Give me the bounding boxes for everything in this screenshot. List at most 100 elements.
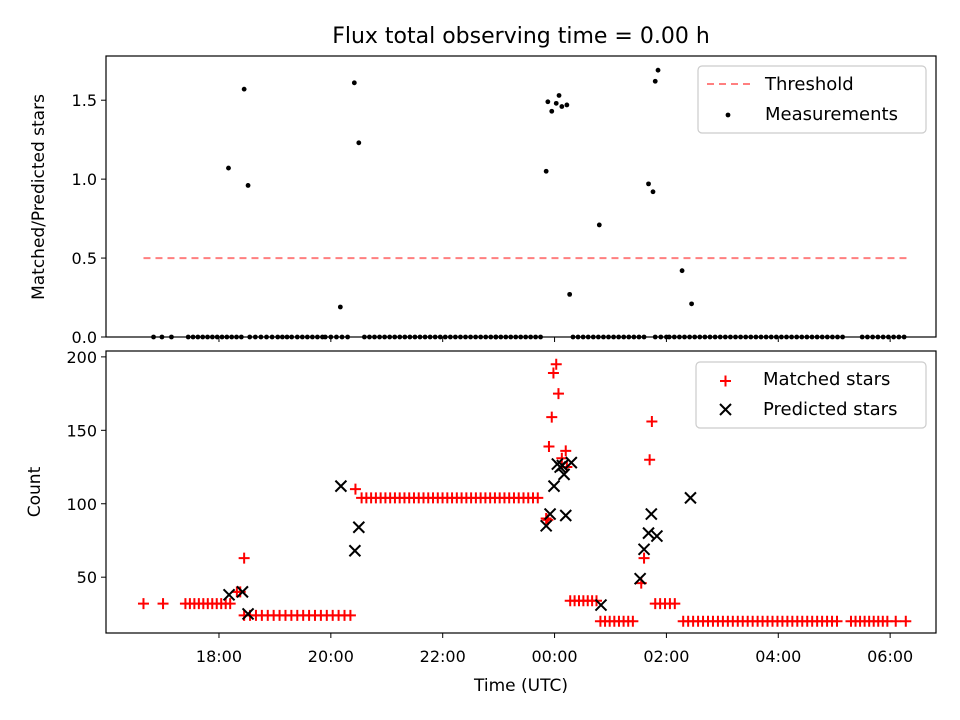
xtick-label: 20:00 (308, 647, 354, 666)
predicted-star-marker (352, 521, 366, 534)
matched-star-marker (552, 388, 564, 400)
predicted-star-marker (348, 544, 362, 557)
matched-star-marker (831, 615, 843, 627)
threshold-legend-label: Threshold (764, 74, 854, 95)
xtick-label: 00:00 (532, 647, 578, 666)
measurement-point (545, 99, 551, 105)
predicted-legend-label: Predicted stars (763, 399, 897, 420)
predicted-star-marker (642, 526, 655, 540)
top-ytick-label: 0.5 (72, 249, 97, 268)
measurement-point (543, 168, 549, 174)
matched-star-marker (349, 483, 361, 495)
x-axis-label: Time (UTC) (473, 676, 568, 696)
predicted-star-marker (645, 507, 658, 521)
matched-star-marker (546, 411, 558, 423)
measurement-point (652, 78, 658, 84)
matched-star-marker (560, 445, 572, 457)
top-ytick-label: 1.5 (72, 91, 97, 110)
bottom-ytick-label: 100 (66, 495, 97, 514)
predicted-star-marker (539, 519, 553, 532)
measurement-point (559, 104, 565, 109)
measurement-point (567, 291, 573, 297)
top-panel: 0.0 0.5 1.0 1.5 Matched/Predicted stars Thr… (29, 55, 937, 347)
bottom-ytick-label: 200 (66, 348, 97, 367)
measurement-point (553, 100, 559, 106)
measurement-point (596, 222, 602, 228)
top-y-axis-label: Matched/Predicted stars (29, 94, 49, 300)
matched-star-marker (344, 609, 356, 621)
measurement-point (655, 67, 661, 73)
matched-star-marker (137, 598, 149, 610)
bottom-axes-frame (105, 350, 937, 634)
bottom-yticks: 50 100 150 200 (66, 348, 106, 587)
measurement-point (556, 93, 562, 98)
measurement-point (650, 189, 656, 195)
predicted-star-marker (633, 572, 647, 585)
top-ytick-label: 1.0 (72, 170, 97, 189)
measurement-point (356, 140, 362, 146)
predicted-star-marker (594, 598, 608, 612)
bottom-plot-area (137, 358, 912, 627)
measurement-point (679, 268, 685, 274)
predicted-star-marker (241, 607, 255, 621)
matched-legend-label: Matched stars (763, 369, 890, 390)
bottom-ytick-label: 50 (77, 568, 97, 587)
matched-star-marker (627, 615, 639, 627)
x-axis-ticks: 18:00 20:00 22:00 00:00 02:00 04:00 06:00 (196, 337, 913, 666)
matched-star-marker (646, 416, 658, 427)
predicted-star-marker (557, 468, 571, 481)
top-ytick-label: 0.0 (72, 328, 97, 347)
matched-star-marker (543, 440, 555, 452)
predicted-star-marker (543, 507, 557, 521)
bottom-legend: Matched stars Predicted stars (695, 361, 927, 429)
matched-star-marker (532, 492, 544, 504)
bottom-panel: 50 100 150 200 18:00 20:00 22:00 00:00 02:00 04:… (25, 337, 937, 696)
matched-star-marker (157, 598, 169, 610)
predicted-star-marker (547, 479, 561, 493)
matched-star-marker (638, 552, 650, 564)
matched-star-marker (238, 552, 250, 564)
top-legend: Threshold Measurements (697, 65, 927, 134)
measurements-legend-label: Measurements (765, 104, 898, 125)
matched-star-marker (234, 586, 246, 598)
matched-star-marker (890, 615, 902, 627)
matched-star-marker (900, 615, 912, 627)
top-legend-box (697, 65, 927, 134)
measurements-legend-swatch (725, 112, 731, 118)
predicted-star-marker (222, 588, 236, 602)
measurement-point (646, 181, 651, 187)
measurement-point (689, 301, 694, 307)
predicted-star-marker (650, 529, 664, 543)
predicted-star-marker (236, 585, 249, 599)
xtick-label: 18:00 (196, 647, 242, 666)
measurement-point (337, 304, 343, 310)
measurement-point (245, 183, 251, 188)
xtick-label: 22:00 (420, 647, 466, 666)
predicted-star-marker (684, 491, 697, 505)
predicted-legend-swatch (719, 403, 732, 416)
xtick-label: 06:00 (867, 647, 913, 666)
bottom-y-axis-label: Count (25, 466, 45, 517)
measurement-point (241, 86, 247, 92)
matched-star-marker (547, 367, 559, 379)
measurement-point (549, 108, 555, 114)
top-yticks: 0.0 0.5 1.0 1.5 (72, 91, 106, 347)
predicted-star-marker (334, 479, 348, 493)
predicted-star-marker (565, 456, 578, 469)
matched-star-marker (224, 598, 236, 610)
matched-star-marker (669, 598, 681, 610)
measurement-point (351, 80, 357, 86)
chart-title: Flux total observing time = 0.00 h (332, 24, 710, 49)
measurement-point (226, 165, 231, 171)
measurement-point (564, 102, 570, 108)
top-axes-frame (105, 55, 937, 338)
matched-star-marker (550, 358, 562, 370)
bottom-legend-box (695, 361, 927, 429)
matched-star-marker (644, 454, 656, 466)
matched-legend-swatch (720, 375, 731, 387)
xtick-label: 02:00 (643, 647, 689, 666)
xtick-label: 04:00 (755, 647, 801, 666)
predicted-star-marker (559, 509, 572, 522)
predicted-star-marker (637, 543, 651, 556)
